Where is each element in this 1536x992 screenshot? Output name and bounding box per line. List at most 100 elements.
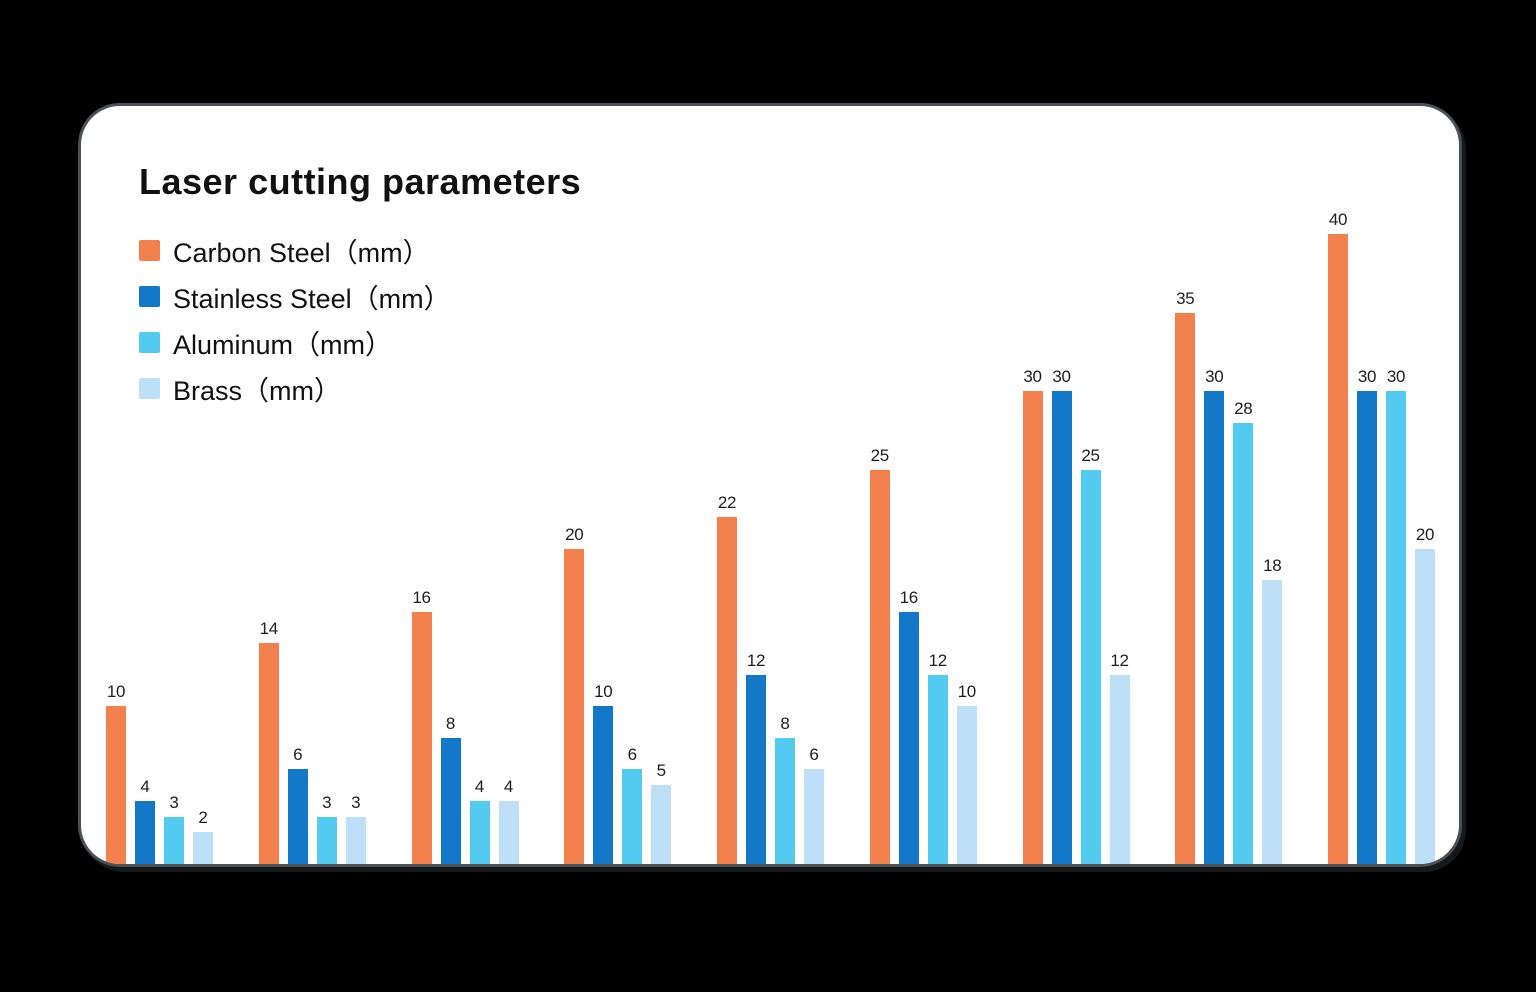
bar <box>1233 423 1254 864</box>
bar-group: 10 4 3 2 <box>106 682 213 864</box>
bar-with-label: 8 <box>775 714 795 864</box>
legend: Carbon Steel（mm） Stainless Steel（mm） Alumi… <box>139 234 451 406</box>
bar-with-label: 35 <box>1175 289 1196 864</box>
legend-label: Stainless Steel（mm） <box>173 284 451 314</box>
bar-with-label: 30 <box>1204 367 1225 864</box>
bar <box>469 801 490 864</box>
bar <box>440 738 461 864</box>
bar-group: 30 30 25 12 <box>1022 367 1130 864</box>
bar-value-label: 10 <box>957 682 977 701</box>
bar <box>411 612 432 864</box>
bar-with-label: 40 <box>1328 210 1348 864</box>
bar-value-label: 40 <box>1328 210 1348 229</box>
bar-with-label: 12 <box>927 651 948 864</box>
bar <box>498 801 519 864</box>
bar <box>804 769 824 864</box>
bar-value-label: 12 <box>1110 651 1129 670</box>
bar-value-label: 25 <box>870 446 890 465</box>
legend-swatch <box>139 286 160 307</box>
bar-group: 35 30 28 18 <box>1175 289 1283 864</box>
bar <box>1175 313 1196 864</box>
bar-with-label: 16 <box>898 588 919 864</box>
legend-swatch <box>139 240 160 261</box>
bar-value-label: 30 <box>1052 367 1071 386</box>
bar-value-label: 30 <box>1205 367 1224 386</box>
bar <box>106 706 126 864</box>
chart-card: Laser cutting parameters Carbon Steel（mm… <box>78 103 1462 867</box>
bar-value-label: 4 <box>474 777 485 796</box>
bar-with-label: 30 <box>1357 367 1377 864</box>
bar-group: 25 16 12 10 <box>869 446 977 864</box>
legend-swatch <box>139 378 160 399</box>
bar-group: 20 10 6 5 <box>564 525 672 864</box>
bar <box>775 738 795 864</box>
bar-value-label: 35 <box>1176 289 1195 308</box>
bar-with-label: 4 <box>135 777 155 864</box>
bar-with-label: 4 <box>498 777 519 864</box>
bar-with-label: 30 <box>1386 367 1406 864</box>
bar-value-label: 16 <box>899 588 919 607</box>
bar-with-label: 22 <box>717 493 737 864</box>
bar-value-label: 20 <box>1415 525 1435 544</box>
bar-with-label: 30 <box>1022 367 1043 864</box>
bar <box>287 769 308 864</box>
bar-with-label: 8 <box>440 714 461 864</box>
bar <box>1204 391 1225 864</box>
bar-value-label: 3 <box>351 793 361 812</box>
bar-with-label: 12 <box>1109 651 1130 864</box>
bar-value-label: 14 <box>259 619 279 638</box>
bar-group: 40 30 30 20 <box>1328 210 1435 864</box>
bar-with-label: 14 <box>258 619 279 864</box>
chart-title: Laser cutting parameters <box>139 161 582 202</box>
bar-with-label: 6 <box>804 745 824 864</box>
bar-with-label: 3 <box>316 793 337 864</box>
bar-value-label: 4 <box>140 777 150 796</box>
bar <box>869 470 890 864</box>
bar <box>564 549 585 864</box>
legend-swatch <box>139 332 160 353</box>
legend-item: Carbon Steel（mm） <box>139 234 451 268</box>
bar <box>651 785 672 864</box>
bar-with-label: 5 <box>651 761 672 864</box>
bar-value-label: 28 <box>1234 399 1253 418</box>
bar-value-label: 3 <box>169 793 179 812</box>
bar-value-label: 10 <box>106 682 126 701</box>
bar <box>717 517 737 864</box>
bar-value-label: 8 <box>445 714 456 733</box>
bar-group: 14 6 3 3 <box>258 619 366 864</box>
bar <box>1109 675 1130 864</box>
bar-value-label: 4 <box>503 777 514 796</box>
legend-item: Aluminum（mm） <box>139 326 451 360</box>
bar-with-label: 10 <box>106 682 126 864</box>
bar <box>898 612 919 864</box>
bar-with-label: 28 <box>1233 399 1254 864</box>
bar <box>1262 580 1283 864</box>
bar <box>164 817 184 864</box>
bar-value-label: 25 <box>1081 446 1100 465</box>
bar <box>1051 391 1072 864</box>
bar-value-label: 3 <box>322 793 332 812</box>
bar-with-label: 3 <box>164 793 184 864</box>
bar-with-label: 6 <box>622 745 643 864</box>
bar-with-label: 12 <box>746 651 766 864</box>
bar-value-label: 8 <box>780 714 790 733</box>
legend-label: Aluminum（mm） <box>173 330 393 360</box>
bar-value-label: 30 <box>1357 367 1377 386</box>
bar <box>622 769 643 864</box>
bar-with-label: 4 <box>469 777 490 864</box>
legend-label: Carbon Steel（mm） <box>173 238 430 268</box>
bar-with-label: 30 <box>1051 367 1072 864</box>
bar-with-label: 16 <box>411 588 432 864</box>
bar-with-label: 20 <box>1415 525 1435 864</box>
bar <box>135 801 155 864</box>
bar-value-label: 30 <box>1023 367 1042 386</box>
bar-with-label: 20 <box>564 525 585 864</box>
bar-with-label: 10 <box>593 682 614 864</box>
bar <box>1386 391 1406 864</box>
bar-with-label: 3 <box>345 793 366 864</box>
bar-value-label: 10 <box>594 682 613 701</box>
bar-value-label: 16 <box>412 588 431 607</box>
bar-value-label: 20 <box>565 525 584 544</box>
bar <box>1357 391 1377 864</box>
bar <box>316 817 337 864</box>
